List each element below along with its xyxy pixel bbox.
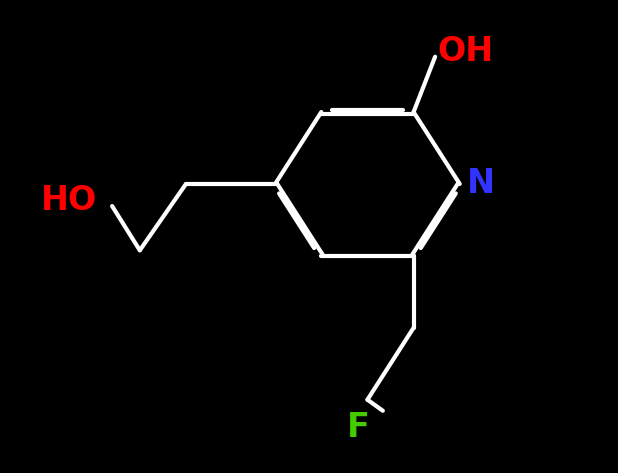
Text: OH: OH bbox=[438, 35, 494, 68]
Text: N: N bbox=[467, 167, 495, 201]
Text: HO: HO bbox=[41, 184, 97, 217]
Text: F: F bbox=[347, 411, 370, 444]
